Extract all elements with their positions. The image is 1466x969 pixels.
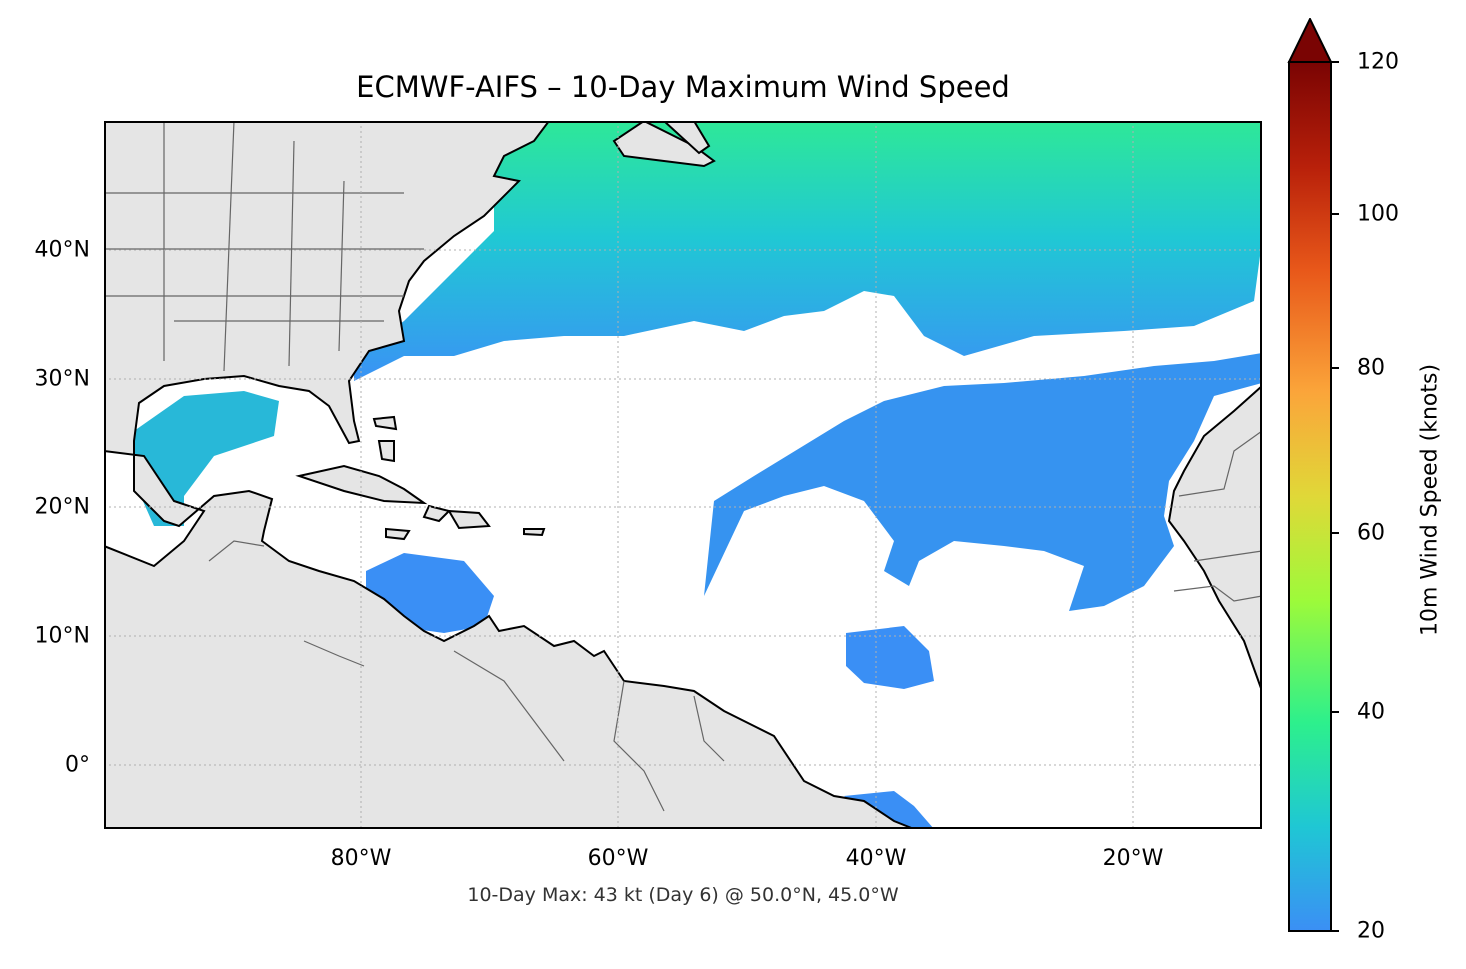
y-tick-0: 0°: [65, 752, 90, 778]
x-tick-20w: 20°W: [1102, 846, 1164, 871]
map-panel[interactable]: [104, 121, 1262, 829]
colorbar-label: 10m Wind Speed (knots): [1417, 363, 1443, 637]
colorbar-tick-120: 120: [1357, 49, 1399, 75]
colorbar-extend-arrow: [1287, 16, 1333, 63]
colorbar-tick-60: 60: [1357, 520, 1385, 546]
land-masses: [104, 121, 1262, 829]
chart-title: ECMWF-AIFS – 10-Day Maximum Wind Speed: [356, 70, 1010, 104]
colorbar-tick-100: 100: [1357, 201, 1399, 227]
colorbar-tick-80: 80: [1357, 355, 1385, 381]
x-tick-60w: 60°W: [587, 846, 649, 871]
colorbar-tick-40: 40: [1357, 699, 1385, 725]
y-tick-40n: 40°N: [34, 237, 90, 263]
x-tick-80w: 80°W: [330, 846, 392, 871]
y-tick-30n: 30°N: [34, 366, 90, 392]
caribbean-islands: [295, 415, 546, 541]
x-tick-40w: 40°W: [845, 846, 907, 871]
map-canvas: [104, 121, 1262, 829]
y-tick-20n: 20°N: [34, 494, 90, 520]
y-tick-10n: 10°N: [34, 623, 90, 649]
max-wind-annotation: 10-Day Max: 43 kt (Day 6) @ 50.0°N, 45.0…: [467, 884, 899, 906]
map-frame: [104, 121, 1262, 829]
colorbar-tick-20: 20: [1357, 918, 1385, 944]
colorbar: [1285, 16, 1365, 948]
graticule: [104, 121, 1262, 829]
political-borders: [104, 121, 1262, 812]
colorbar-ramp: [1288, 61, 1332, 932]
